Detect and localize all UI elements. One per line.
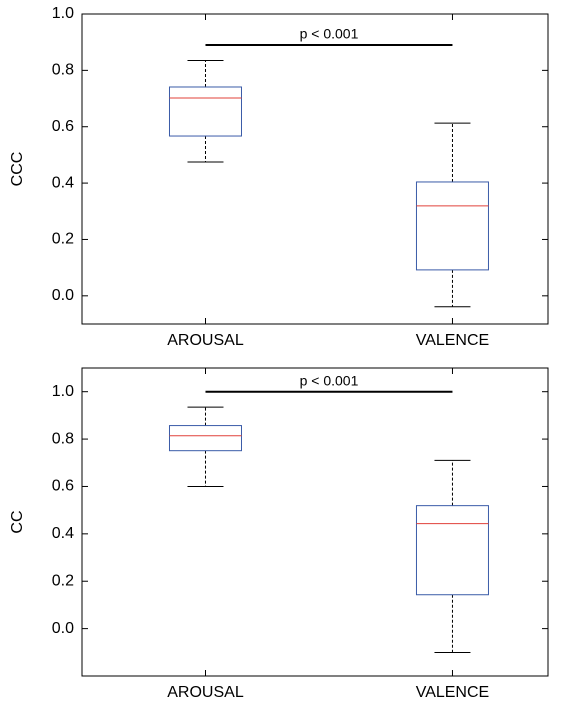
y-tick-label: 0.4 xyxy=(52,525,74,542)
plot-frame xyxy=(81,13,549,325)
x-tick-label: AROUSAL xyxy=(167,332,244,349)
x-tick-label: VALENCE xyxy=(416,684,490,701)
x-tick-label: VALENCE xyxy=(416,332,490,349)
y-tick-label: 0.8 xyxy=(52,62,74,79)
y-tick-label: 0.8 xyxy=(52,430,74,447)
y-tick-label: 0.6 xyxy=(52,118,74,135)
y-tick-label: 0.2 xyxy=(52,572,74,589)
x-tick-label: AROUSAL xyxy=(167,684,244,701)
y-tick-label: 0.6 xyxy=(52,478,74,495)
y-tick-label: 0.0 xyxy=(52,620,74,637)
y-tick-label: 0.4 xyxy=(52,174,74,191)
y-axis-label: CC xyxy=(9,510,26,533)
y-tick-label: 0.0 xyxy=(52,287,74,304)
y-axis-label: CCC xyxy=(9,152,26,187)
y-tick-label: 0.2 xyxy=(52,231,74,248)
box xyxy=(168,86,242,137)
box xyxy=(168,425,242,452)
plot-frame xyxy=(81,367,549,677)
significance-label: p < 0.001 xyxy=(300,26,359,42)
significance-label: p < 0.001 xyxy=(300,372,359,388)
box xyxy=(415,181,489,271)
box xyxy=(415,505,489,596)
y-tick-label: 1.0 xyxy=(52,383,74,400)
y-tick-label: 1.0 xyxy=(52,5,74,22)
